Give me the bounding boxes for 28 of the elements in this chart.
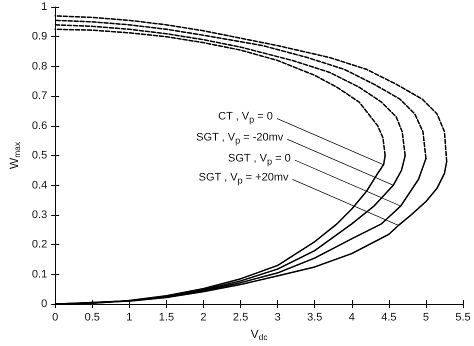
x-tick-label: 5 bbox=[422, 312, 429, 324]
y-tick-label: 0.7 bbox=[32, 90, 48, 102]
y-axis-title: Wmax bbox=[7, 141, 22, 170]
y-tick-label: 0.4 bbox=[32, 179, 48, 192]
x-tick-label: 1.5 bbox=[158, 312, 174, 324]
x-tick-label: 0 bbox=[52, 312, 58, 324]
y-tick-label: 0.3 bbox=[32, 208, 48, 221]
y-tick-label: 0.8 bbox=[32, 60, 48, 72]
x-tick-label: 4 bbox=[348, 312, 355, 324]
y-tick-label: 0.2 bbox=[32, 238, 48, 251]
x-tick-label: 3 bbox=[274, 312, 281, 324]
x-tick-label: 2.5 bbox=[232, 312, 248, 324]
x-tick-label: 1 bbox=[126, 312, 132, 324]
y-tick-label: 0.6 bbox=[32, 120, 48, 132]
annotation: SGT , V$_{p}$ = -20mv bbox=[196, 132, 284, 147]
y-tick-label: 0.1 bbox=[32, 268, 48, 280]
x-tick-label: 4.5 bbox=[381, 312, 396, 324]
y-tick-label: 0 bbox=[41, 298, 48, 310]
y-tick-label: 0.9 bbox=[32, 30, 48, 43]
y-tick-label: 0.5 bbox=[32, 150, 48, 162]
x-tick-label: 5.5 bbox=[455, 312, 471, 324]
annotation: SGT , V$_{p}$ = +20mv bbox=[198, 172, 288, 187]
x-tick-label: 0.5 bbox=[84, 312, 100, 324]
annotation: CT , V$_{p}$ = 0 bbox=[218, 110, 273, 126]
y-tick-label: 1 bbox=[41, 1, 48, 13]
annotation: SGT , V$_{p}$ = 0 bbox=[228, 152, 291, 168]
x-tick-label: 2 bbox=[200, 312, 207, 324]
x-tick-label: 3.5 bbox=[307, 312, 322, 324]
